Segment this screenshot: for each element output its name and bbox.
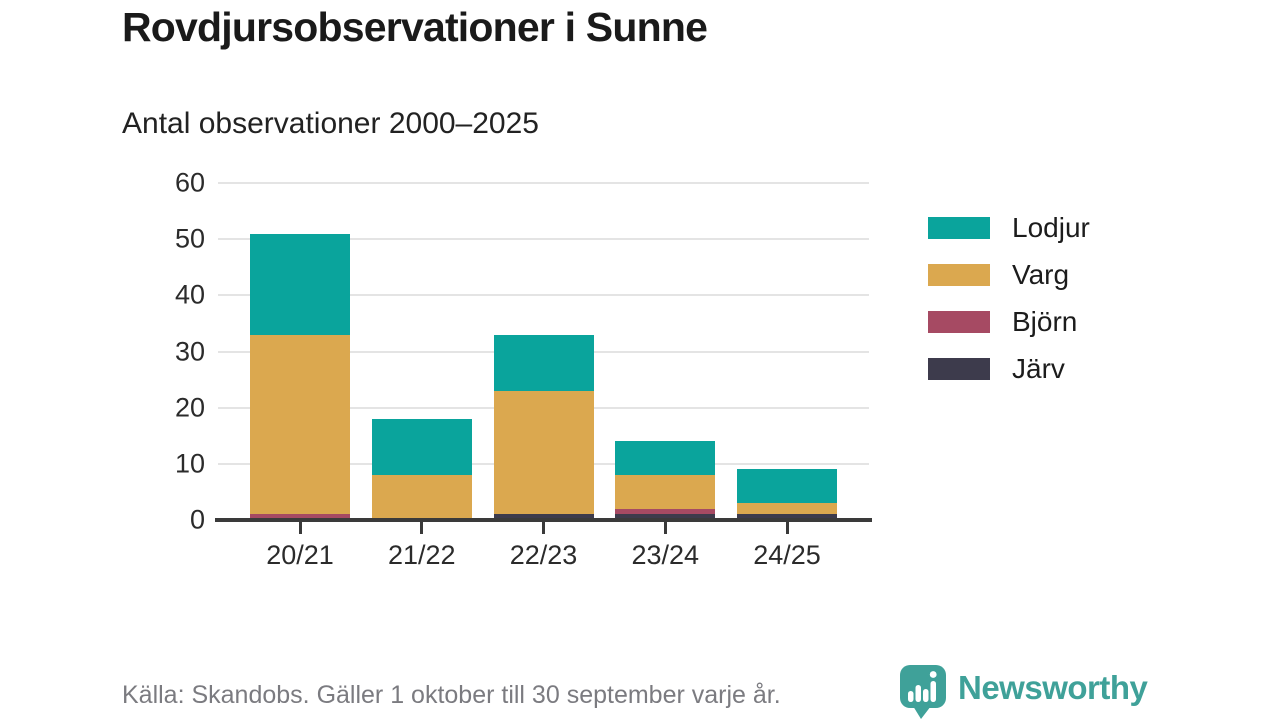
x-tick-label-24/25: 24/25 bbox=[753, 540, 821, 570]
legend-label-Varg: Varg bbox=[1012, 259, 1070, 290]
bar-segment-Lodjur-24/25 bbox=[737, 469, 837, 504]
gridline-50 bbox=[218, 238, 869, 241]
bar-24/25 bbox=[737, 183, 837, 520]
x-band-20/21: 20/21 bbox=[250, 522, 350, 571]
bar-segment-Järv-23/24 bbox=[615, 514, 716, 520]
bar-23/24 bbox=[615, 183, 716, 520]
x-tick-label-20/21: 20/21 bbox=[266, 540, 334, 570]
x-tick-mark bbox=[542, 522, 545, 534]
bar-22/23 bbox=[493, 183, 594, 520]
chart-title: Rovdjursobservationer i Sunne bbox=[122, 4, 708, 50]
newsworthy-bubble-chart-icon bbox=[900, 665, 946, 719]
legend-label-Lodjur: Lodjur bbox=[1012, 212, 1090, 243]
x-tick-label-21/22: 21/22 bbox=[387, 540, 456, 570]
bar-segment-Björn-20/21 bbox=[250, 514, 350, 520]
bar-segment-Varg-23/24 bbox=[615, 475, 716, 509]
legend: Lodjur Varg Björn Järv bbox=[928, 212, 1090, 405]
bar-segment-Varg-20/21 bbox=[250, 334, 350, 515]
legend-swatch-Varg bbox=[928, 264, 990, 286]
x-axis-line bbox=[215, 518, 872, 522]
y-tick-label-10: 10 bbox=[174, 448, 205, 479]
y-tick-label-50: 50 bbox=[174, 223, 205, 254]
bar-segment-Varg-24/25 bbox=[737, 503, 837, 515]
legend-label-Järv: Järv bbox=[1012, 353, 1065, 384]
bar-segment-Lodjur-21/22 bbox=[371, 418, 472, 476]
bar-segment-Lodjur-23/24 bbox=[615, 441, 716, 476]
x-tick-mark bbox=[298, 522, 302, 534]
x-tick-label-22/23: 22/23 bbox=[509, 540, 578, 570]
legend-swatch-Björn bbox=[928, 311, 990, 333]
bar-segment-Björn-23/24 bbox=[615, 508, 716, 515]
x-tick-label-23/24: 23/24 bbox=[631, 540, 700, 570]
bar-segment-Lodjur-20/21 bbox=[250, 233, 350, 335]
bar-segment-Järv-24/25 bbox=[737, 514, 837, 520]
x-band-22/23: 22/23 bbox=[494, 522, 594, 571]
y-tick-label-0: 0 bbox=[189, 504, 205, 535]
x-band-21/22: 21/22 bbox=[372, 522, 472, 571]
x-tick-mark bbox=[785, 522, 789, 534]
y-tick-label-30: 30 bbox=[174, 336, 205, 366]
gridline-40 bbox=[218, 294, 869, 297]
gridline-60 bbox=[218, 182, 869, 184]
y-tick-label-60: 60 bbox=[174, 167, 205, 198]
x-axis: 20/21 21/22 22/23 23/24 24/25 bbox=[218, 522, 869, 571]
legend-row-Järv: Järv bbox=[928, 353, 1090, 384]
y-tick-label-40: 40 bbox=[174, 279, 205, 310]
bar-segment-Järv-22/23 bbox=[493, 514, 594, 520]
legend-row-Lodjur: Lodjur bbox=[928, 212, 1090, 243]
legend-swatch-Lodjur bbox=[928, 217, 990, 239]
bar-20/21 bbox=[250, 183, 350, 520]
x-band-23/24: 23/24 bbox=[615, 522, 715, 571]
bar-segment-Varg-22/23 bbox=[493, 390, 594, 515]
legend-row-Varg: Varg bbox=[928, 259, 1090, 290]
source-note: Källa: Skandobs. Gäller 1 oktober till 3… bbox=[122, 681, 781, 709]
x-tick-mark bbox=[420, 522, 424, 534]
bar-segment-Lodjur-22/23 bbox=[493, 334, 594, 391]
chart-subtitle: Antal observationer 2000–2025 bbox=[122, 107, 539, 140]
legend-row-Björn: Björn bbox=[928, 306, 1090, 337]
bar-segment-Varg-21/22 bbox=[371, 475, 472, 520]
bar-21/22 bbox=[371, 183, 472, 520]
x-tick-mark bbox=[663, 522, 667, 534]
brand-name: Newsworthy bbox=[958, 669, 1148, 706]
bars bbox=[218, 183, 869, 520]
y-axis: 0 10 20 30 40 50 60 bbox=[123, 169, 205, 533]
legend-swatch-Järv bbox=[928, 358, 990, 380]
legend-label-Björn: Björn bbox=[1012, 306, 1078, 337]
plot-area bbox=[215, 182, 872, 522]
brand-logo: Newsworthy bbox=[898, 664, 1148, 720]
y-tick-label-20: 20 bbox=[174, 392, 205, 423]
x-band-24/25: 24/25 bbox=[737, 522, 837, 571]
